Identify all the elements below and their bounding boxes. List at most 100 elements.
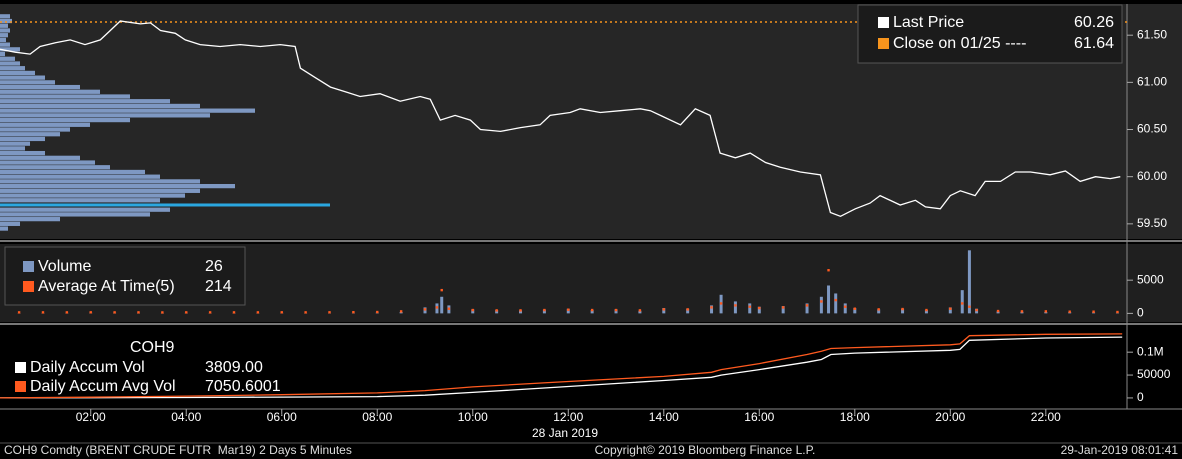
average-dot: [781, 306, 785, 309]
volume-profile-bar: [0, 14, 10, 19]
legend-value: 214: [205, 278, 232, 295]
average-dot: [1116, 310, 1119, 314]
legend-value: 7050.6001: [205, 378, 281, 395]
average-dot: [662, 308, 665, 311]
legend-label: Last Price: [893, 14, 964, 31]
y-tick-label: 50000: [1137, 367, 1171, 381]
volume-bar: [843, 303, 847, 314]
average-dot: [968, 305, 971, 308]
volume-profile-bar: [0, 75, 45, 80]
average-dot: [758, 306, 761, 310]
y-tick-label: 61.50: [1137, 27, 1167, 41]
volume-bar: [590, 310, 594, 314]
legend-box: [857, 4, 1123, 64]
volume-bar: [748, 303, 752, 314]
y-tick-label: 5000: [1137, 272, 1164, 286]
volume-profile-bar: [0, 56, 15, 61]
volume-profile-bar: [0, 150, 45, 156]
x-tick-label: 02:00: [76, 410, 106, 424]
y-tick-label: 59.50: [1137, 216, 1167, 230]
volume-profile-bar: [0, 183, 235, 189]
x-tick-label: 20:00: [935, 410, 965, 424]
legend-value: 26: [205, 258, 223, 275]
volume-profile-bar: [0, 23, 8, 28]
average-dot: [328, 311, 331, 314]
volume-profile-bar: [0, 70, 35, 76]
legend-label: Average At Time(5): [38, 278, 175, 295]
volume-bar: [733, 301, 737, 314]
volume-bar: [948, 307, 952, 314]
x-tick-label: 16:00: [744, 410, 774, 424]
legend-value: 61.64: [1074, 35, 1114, 52]
legend-swatch: [23, 281, 34, 292]
average-dot: [614, 308, 618, 312]
volume-profile-bar: [0, 188, 200, 193]
volume-profile-bar: [0, 84, 80, 90]
volume-bar: [901, 308, 905, 314]
volume-profile-bar: [0, 221, 20, 226]
volume-bar: [819, 296, 823, 314]
volume-bar: [614, 309, 618, 314]
average-dot: [949, 307, 952, 310]
volume-bar: [495, 310, 499, 314]
volume-profile-bar: [0, 51, 5, 57]
volume-profile-bar: [0, 33, 8, 38]
legend-value: 3809.00: [205, 359, 263, 376]
average-dot: [834, 298, 837, 302]
volume-profile-bar: [0, 37, 6, 43]
average-dot: [1044, 310, 1048, 313]
volume-profile-bar: [0, 207, 170, 212]
volume-profile-bar: [0, 113, 210, 118]
legend-label: Daily Accum Avg Vol: [30, 378, 176, 395]
y-tick-label: 60.00: [1137, 169, 1167, 183]
average-dot: [543, 308, 546, 312]
average-dot: [686, 308, 689, 311]
volume-bar: [853, 308, 857, 314]
volume-profile-bar: [0, 226, 8, 231]
volume-profile-bar: [0, 103, 200, 109]
footer-left: COH9 Comdty (BRENT CRUDE FUTR Mar19) 2 D…: [4, 443, 352, 457]
volume-profile-bar: [0, 217, 60, 222]
average-dot: [820, 300, 823, 303]
footer-right: 29-Jan-2019 08:01:41: [1061, 443, 1179, 457]
plots: 59.5060.0060.5061.0061.50050000500000.1M…: [0, 14, 1171, 424]
legend-swatch: [15, 362, 26, 373]
average-dot: [137, 311, 140, 314]
x-tick-label: 22:00: [1031, 410, 1061, 424]
average-dot: [748, 305, 751, 308]
y-tick-label: 60.50: [1137, 122, 1167, 136]
average-dot: [734, 304, 737, 307]
volume-profile-bar: [0, 193, 185, 198]
average-dot: [161, 311, 164, 314]
average-dot: [495, 309, 498, 312]
x-tick-label: 04:00: [171, 410, 201, 424]
average-dot: [352, 310, 355, 314]
average-dot: [567, 308, 570, 311]
volume-profile-bar: [0, 108, 255, 113]
legend-swatch: [878, 38, 889, 49]
average-dot: [435, 306, 439, 309]
volume-profile-bar: [0, 66, 25, 71]
legend-box: [4, 246, 246, 306]
volume-profile-bar: [0, 122, 90, 127]
volume-profile-bar: [0, 198, 160, 203]
legend-swatch: [878, 17, 889, 28]
average-dot: [1068, 310, 1071, 313]
average-dot: [208, 311, 212, 314]
series-line: [0, 336, 1123, 399]
volume-bar: [1044, 312, 1048, 314]
volume-bar: [805, 303, 809, 314]
y-tick-label: 0.1M: [1137, 344, 1164, 358]
average-dot: [996, 309, 1000, 313]
average-dot: [65, 311, 69, 314]
x-tick-label: 18:00: [840, 410, 870, 424]
volume-profile-bar: [0, 42, 10, 47]
y-tick-label: 0: [1137, 306, 1144, 320]
volume-profile-bar: [0, 94, 130, 99]
volume-bar: [566, 308, 570, 314]
volume-bar: [471, 309, 475, 314]
volume-profile-bar: [0, 61, 20, 66]
average-dot: [805, 304, 809, 307]
average-dot: [710, 306, 713, 309]
